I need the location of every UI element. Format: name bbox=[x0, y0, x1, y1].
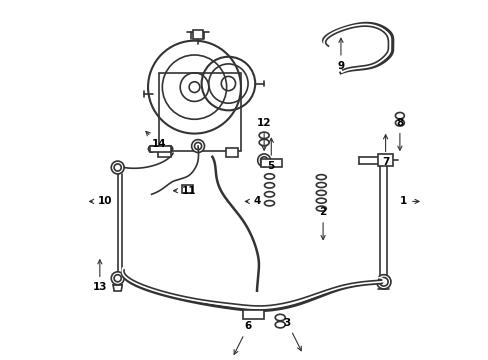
Text: 5: 5 bbox=[267, 138, 274, 171]
Text: 2: 2 bbox=[319, 207, 326, 239]
FancyBboxPatch shape bbox=[260, 158, 282, 167]
Text: 10: 10 bbox=[89, 197, 112, 206]
Text: 9: 9 bbox=[337, 38, 344, 71]
FancyBboxPatch shape bbox=[182, 185, 192, 193]
FancyBboxPatch shape bbox=[157, 148, 170, 157]
Circle shape bbox=[257, 154, 270, 167]
Text: 8: 8 bbox=[395, 118, 403, 150]
FancyBboxPatch shape bbox=[159, 73, 241, 152]
Circle shape bbox=[376, 275, 390, 289]
Text: 6: 6 bbox=[234, 321, 251, 354]
FancyBboxPatch shape bbox=[242, 310, 264, 319]
FancyBboxPatch shape bbox=[378, 154, 392, 166]
FancyBboxPatch shape bbox=[149, 146, 171, 152]
Text: 11: 11 bbox=[173, 186, 196, 196]
FancyBboxPatch shape bbox=[192, 30, 203, 39]
Text: 13: 13 bbox=[92, 260, 107, 292]
Text: 7: 7 bbox=[381, 135, 388, 167]
Text: 1: 1 bbox=[399, 197, 418, 206]
Circle shape bbox=[111, 272, 124, 285]
Text: 14: 14 bbox=[145, 131, 166, 149]
Circle shape bbox=[191, 140, 204, 153]
Text: 4: 4 bbox=[245, 197, 260, 206]
Text: 12: 12 bbox=[256, 118, 271, 150]
Circle shape bbox=[111, 161, 124, 174]
FancyBboxPatch shape bbox=[225, 148, 238, 157]
Text: 3: 3 bbox=[283, 318, 301, 351]
